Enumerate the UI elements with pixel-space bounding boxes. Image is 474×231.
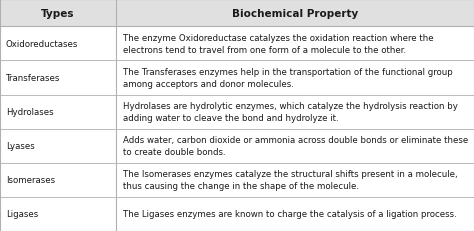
Bar [0, 129, 116, 163]
Bar [0, 27, 116, 61]
Bar [0, 61, 116, 95]
Text: The Transferases enzymes help in the transportation of the functional group
amon: The Transferases enzymes help in the tra… [123, 68, 453, 88]
Bar [116, 27, 474, 61]
Bar [116, 129, 474, 163]
Bar [0, 197, 116, 231]
Bar [116, 197, 474, 231]
Bar [0, 0, 116, 27]
Text: Adds water, carbon dioxide or ammonia across double bonds or eliminate these
to : Adds water, carbon dioxide or ammonia ac… [123, 136, 468, 156]
Text: Hydrolases are hydrolytic enzymes, which catalyze the hydrolysis reaction by
add: Hydrolases are hydrolytic enzymes, which… [123, 102, 458, 122]
Bar [0, 95, 116, 129]
Text: The Ligases enzymes are known to charge the catalysis of a ligation process.: The Ligases enzymes are known to charge … [123, 210, 457, 219]
Text: Ligases: Ligases [6, 210, 38, 219]
Text: Hydrolases: Hydrolases [6, 108, 53, 117]
Bar [116, 95, 474, 129]
Text: Transferases: Transferases [6, 74, 60, 83]
Bar [116, 0, 474, 27]
Text: Oxidoreductases: Oxidoreductases [6, 40, 78, 49]
Bar [116, 163, 474, 197]
Bar [0, 163, 116, 197]
Text: Biochemical Property: Biochemical Property [232, 9, 358, 19]
Bar [116, 61, 474, 95]
Text: The enzyme Oxidoreductase catalyzes the oxidation reaction where the
electrons t: The enzyme Oxidoreductase catalyzes the … [123, 34, 434, 55]
Text: The Isomerases enzymes catalyze the structural shifts present in a molecule,
thu: The Isomerases enzymes catalyze the stru… [123, 170, 458, 190]
Text: Isomerases: Isomerases [6, 176, 55, 185]
Text: Types: Types [41, 9, 75, 19]
Text: Lyases: Lyases [6, 142, 35, 151]
